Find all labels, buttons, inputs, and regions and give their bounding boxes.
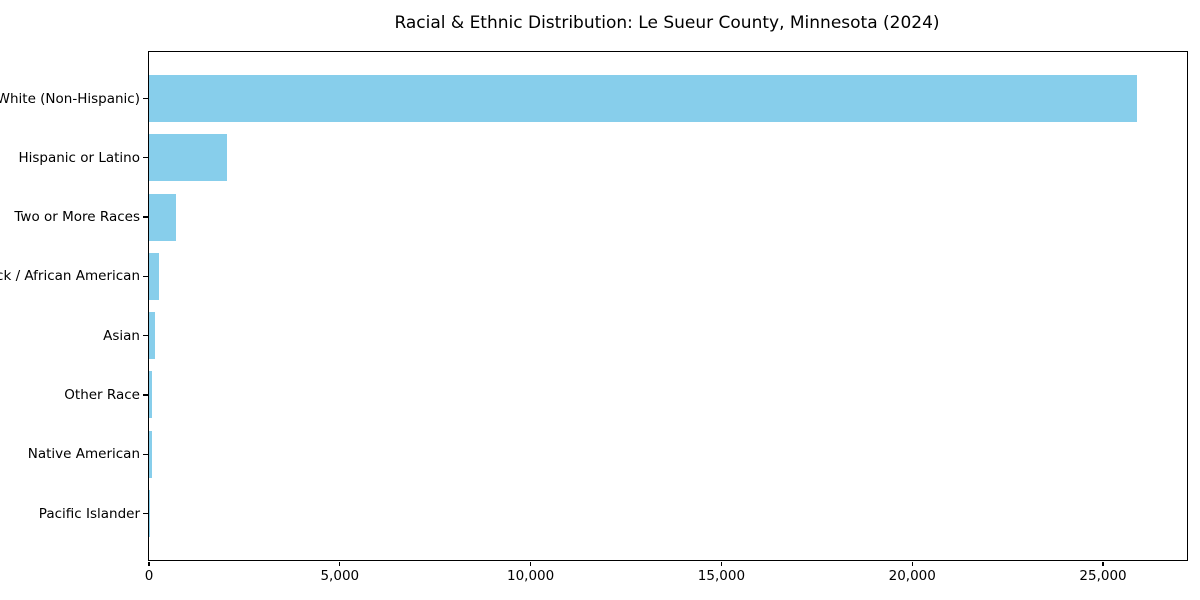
x-tick-label: 10,000	[506, 568, 555, 584]
y-tick-label: Pacific Islander	[38, 505, 140, 522]
y-tick-label: Asian	[103, 327, 140, 344]
bar	[149, 193, 177, 241]
x-tick-mark	[1102, 561, 1104, 566]
x-tick-label: 25,000	[1079, 568, 1127, 584]
bar	[149, 134, 228, 182]
x-tick-mark	[148, 561, 150, 566]
y-tick-label: Hispanic or Latino	[18, 149, 140, 166]
chart-title: Racial & Ethnic Distribution: Le Sueur C…	[394, 13, 940, 33]
x-tick-mark	[530, 561, 532, 566]
bar	[149, 312, 156, 360]
y-tick-label: Black / African American	[0, 268, 140, 285]
bar	[149, 430, 152, 478]
y-tick-mark	[143, 453, 148, 455]
y-tick-label: Two or More Races	[14, 209, 140, 226]
y-tick-mark	[143, 335, 148, 337]
x-tick-mark	[339, 561, 341, 566]
y-tick-label: White (Non-Hispanic)	[0, 90, 140, 107]
plot-area: White (Non-Hispanic) Hispanic or Latino Tw…	[0, 51, 1188, 584]
y-tick-label: Other Race	[64, 386, 140, 403]
y-tick-mark	[143, 157, 148, 159]
y-tick-mark	[143, 512, 148, 515]
y-tick-label: Native American	[27, 446, 140, 463]
bar	[149, 252, 159, 300]
y-tick-mark	[143, 97, 148, 100]
y-tick-mark	[143, 275, 148, 277]
y-tick-mark	[143, 394, 148, 396]
bar	[149, 75, 1138, 122]
x-tick-label: 20,000	[888, 568, 936, 584]
x-tick-label: 15,000	[697, 568, 746, 584]
x-tick-mark	[911, 561, 913, 566]
bar	[149, 371, 153, 419]
x-tick-label: 0	[144, 568, 154, 584]
x-tick-label: 5,000	[320, 568, 360, 584]
y-tick-mark	[143, 216, 148, 218]
x-tick-mark	[720, 561, 722, 566]
